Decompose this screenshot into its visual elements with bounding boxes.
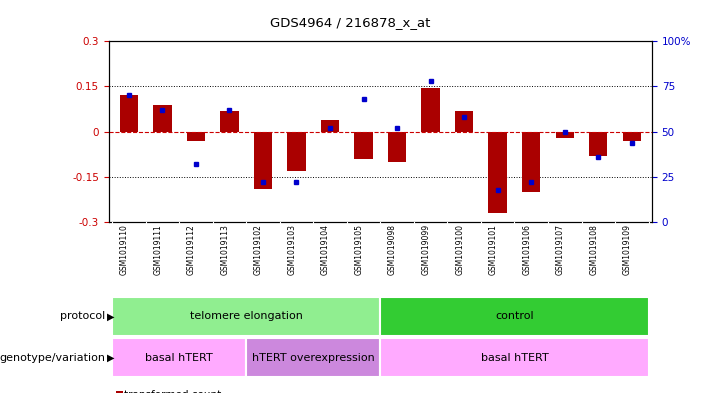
Text: GSM1019099: GSM1019099 — [421, 224, 430, 275]
Text: protocol: protocol — [60, 311, 105, 321]
Bar — [186, 132, 205, 141]
Bar — [120, 95, 138, 132]
Text: GSM1019113: GSM1019113 — [220, 224, 229, 275]
Text: GSM1019111: GSM1019111 — [154, 224, 163, 275]
Bar — [421, 88, 440, 132]
Bar — [455, 110, 473, 132]
Text: GSM1019106: GSM1019106 — [522, 224, 531, 275]
Text: control: control — [495, 311, 533, 321]
Bar — [112, 297, 381, 336]
Text: basal hTERT: basal hTERT — [481, 353, 548, 363]
Bar — [555, 132, 574, 138]
Bar — [381, 297, 648, 336]
Bar — [153, 105, 172, 132]
Text: GSM1019109: GSM1019109 — [622, 224, 632, 275]
Text: GSM1019112: GSM1019112 — [187, 224, 196, 275]
Text: GSM1019103: GSM1019103 — [287, 224, 297, 275]
Text: GSM1019105: GSM1019105 — [355, 224, 364, 275]
Bar — [388, 132, 407, 162]
Bar — [220, 110, 238, 132]
Text: telomere elongation: telomere elongation — [190, 311, 303, 321]
Text: GSM1019100: GSM1019100 — [455, 224, 464, 275]
Bar — [381, 338, 648, 377]
Bar — [321, 119, 339, 132]
Text: hTERT overexpression: hTERT overexpression — [252, 353, 374, 363]
Text: GDS4964 / 216878_x_at: GDS4964 / 216878_x_at — [271, 16, 430, 29]
Bar — [622, 132, 641, 141]
Bar — [246, 338, 381, 377]
Text: GSM1019104: GSM1019104 — [321, 224, 330, 275]
Text: GSM1019101: GSM1019101 — [489, 224, 498, 275]
Bar — [522, 132, 540, 192]
Bar — [589, 132, 608, 156]
Text: basal hTERT: basal hTERT — [145, 353, 213, 363]
Text: GSM1019108: GSM1019108 — [590, 224, 598, 275]
Text: GSM1019102: GSM1019102 — [254, 224, 263, 275]
Text: transformed count: transformed count — [125, 390, 222, 393]
Bar — [354, 132, 373, 159]
Bar — [254, 132, 272, 189]
Text: genotype/variation: genotype/variation — [0, 353, 105, 363]
Bar — [112, 338, 246, 377]
Text: GSM1019110: GSM1019110 — [120, 224, 129, 275]
Text: ▶: ▶ — [107, 353, 114, 363]
Bar — [287, 132, 306, 171]
Text: GSM1019098: GSM1019098 — [388, 224, 397, 275]
Text: GSM1019107: GSM1019107 — [556, 224, 565, 275]
Bar — [489, 132, 507, 213]
Text: ▶: ▶ — [107, 311, 114, 321]
